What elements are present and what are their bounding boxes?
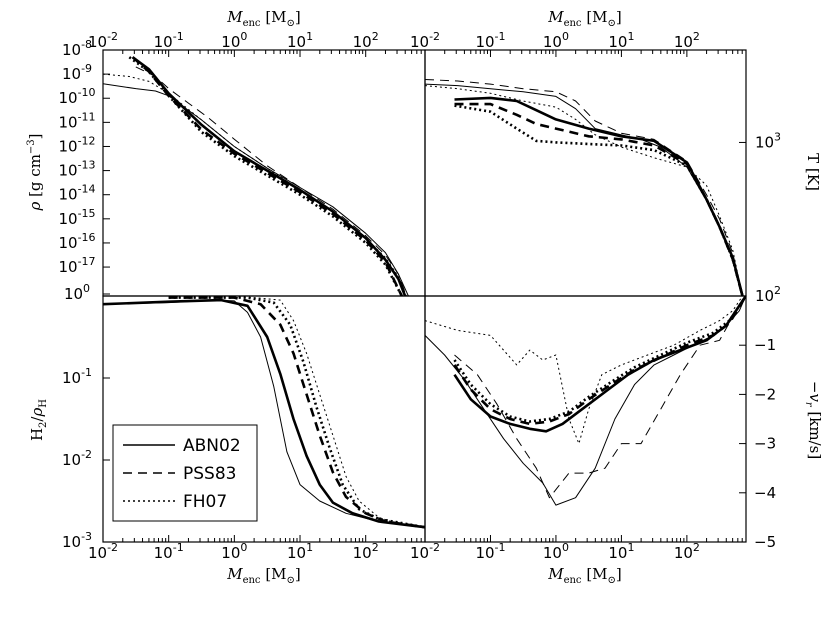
x-tick-label: 100 (543, 30, 569, 51)
series-fh07-thick (455, 106, 743, 296)
x-tick-label: 102 (353, 30, 379, 51)
x-tick-label: 10-2 (410, 30, 440, 51)
x-tick-label: 100 (221, 30, 247, 51)
legend-label-fh07: FH07 (183, 492, 227, 512)
y-tick-label: 102 (755, 284, 781, 305)
x-tick-label: 102 (674, 30, 700, 51)
legend-label-pss83: PSS83 (183, 464, 236, 484)
y-axis-label-density: ρ [g cm−3] (26, 133, 44, 211)
series-pss83-thin (425, 80, 743, 297)
y-tick-label: 10-15 (58, 207, 95, 228)
series-abn02-thin (103, 84, 408, 296)
y-axis-label-velocity: −vr [km/s] (803, 381, 824, 459)
x-tick-label: 101 (608, 30, 634, 51)
y-tick-label: 10-1 (62, 366, 92, 387)
y-tick-label: 10-14 (58, 183, 95, 204)
series-fh07-thin (103, 74, 406, 296)
y-tick-label: −2 (754, 385, 776, 403)
x-tick-label: 10-2 (410, 541, 440, 562)
y-tick-label: −3 (754, 435, 776, 453)
y-tick-label: 10-12 (58, 134, 95, 155)
x-tick-label: 10-1 (475, 30, 505, 51)
panel-top-right (425, 80, 743, 297)
series-fh07-thick (455, 296, 746, 422)
series-pss83-thick (133, 57, 402, 296)
y-axis-label-h2-fraction: H2/ρH (28, 399, 49, 441)
panel-bottom-right (425, 296, 746, 505)
legend-label-abn02: ABN02 (183, 436, 241, 456)
x-tick-label: 10-1 (475, 541, 505, 562)
x-axis-label-top: Menc [M⊙] (547, 8, 622, 29)
x-tick-label: 102 (674, 541, 700, 562)
y-tick-label: 10-8 (62, 38, 92, 59)
y-tick-label: 10-2 (62, 448, 92, 469)
panel-top-left (103, 57, 408, 296)
x-tick-label: 101 (287, 541, 313, 562)
y-tick-label: −1 (754, 336, 776, 354)
y-tick-label: 103 (755, 130, 781, 151)
x-tick-label: 100 (543, 541, 569, 562)
series-abn02-thin (425, 84, 743, 296)
x-tick-label: 10-1 (154, 30, 184, 51)
x-axis-label-bottom: Menc [M⊙] (226, 565, 301, 586)
y-tick-label: 10-9 (62, 62, 92, 83)
y-axis-label-temperature: T [K] (804, 153, 822, 191)
x-tick-label: 101 (608, 541, 634, 562)
frame-bottom-right (425, 296, 746, 542)
series-pss83-thick (455, 296, 746, 424)
series-abn02-thick (455, 296, 746, 431)
y-tick-label: −5 (754, 533, 776, 551)
y-tick-label: 10-13 (58, 159, 95, 180)
series-fh07-thin (425, 296, 743, 444)
x-tick-label: 10-2 (88, 541, 118, 562)
x-tick-label: 102 (353, 541, 379, 562)
x-axis-label-top: Menc [M⊙] (226, 8, 301, 29)
x-tick-label: 101 (287, 30, 313, 51)
y-tick-label: 100 (64, 282, 90, 303)
y-tick-label: 10-11 (58, 110, 95, 131)
x-tick-label: 100 (221, 541, 247, 562)
y-tick-label: 10-10 (58, 86, 95, 107)
x-axis-label-bottom: Menc [M⊙] (547, 565, 622, 586)
figure: 10-2 10-1 100 101 102 10-2 10-1 100 101 10210-2 10… (0, 0, 830, 623)
x-tick-label: 10-2 (88, 30, 118, 51)
y-tick-label: 10-16 (58, 231, 95, 252)
series-pss83-thick (455, 104, 743, 296)
y-tick-label: −4 (754, 484, 776, 502)
series-abn02-thick (455, 98, 743, 296)
y-tick-label: 10-17 (58, 255, 95, 276)
frame-top-left (103, 50, 425, 296)
legend: ABN02 PSS83 FH07 (113, 425, 257, 521)
x-tick-label: 10-1 (154, 541, 184, 562)
